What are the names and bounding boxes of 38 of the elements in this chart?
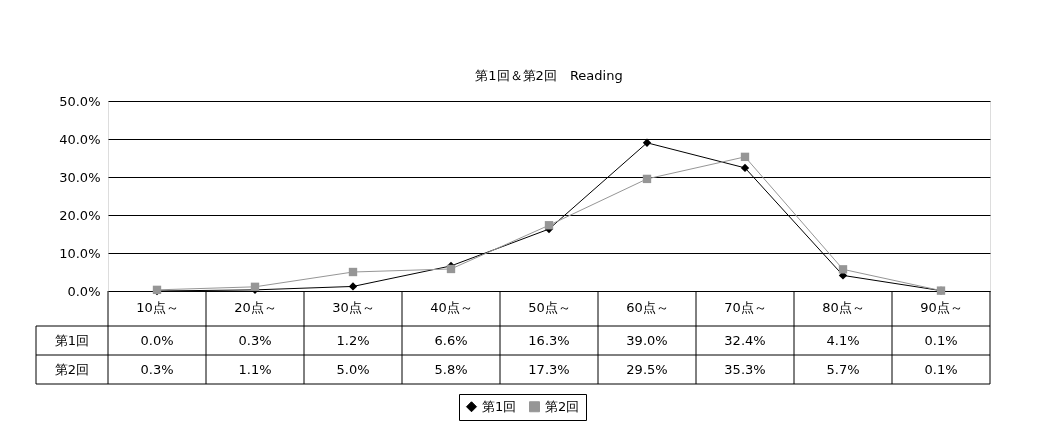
x-tick-label: 20点～ xyxy=(234,299,277,315)
y-tick-label: 20.0% xyxy=(59,207,101,223)
y-tick-label: 30.0% xyxy=(59,169,101,185)
data-label: 17.3% xyxy=(528,361,570,377)
data-label: 0.3% xyxy=(140,361,174,377)
data-label: 0.3% xyxy=(238,332,272,348)
x-tick-label: 70点～ xyxy=(724,299,767,315)
data-label: 39.0% xyxy=(626,332,668,348)
legend-label: 第1回 xyxy=(482,398,517,414)
legend-label: 第2回 xyxy=(545,398,580,414)
x-tick-label: 10点～ xyxy=(136,299,179,315)
data-label: 1.2% xyxy=(336,332,370,348)
x-tick-label: 50点～ xyxy=(528,299,571,315)
data-label: 6.6% xyxy=(434,332,468,348)
data-label: 0.0% xyxy=(140,332,174,348)
data-label: 0.1% xyxy=(924,332,958,348)
text: 第1回 xyxy=(54,332,90,348)
data-label: 16.3% xyxy=(528,332,570,348)
x-tick-label: 80点～ xyxy=(822,299,865,315)
data-label: 5.0% xyxy=(336,361,370,377)
x-tick-label: 90点～ xyxy=(920,299,963,315)
data-label: 35.3% xyxy=(724,361,766,377)
data-label: 32.4% xyxy=(724,332,766,348)
data-label: 5.8% xyxy=(434,361,468,377)
y-tick-label: 40.0% xyxy=(59,131,101,147)
data-label: 4.1% xyxy=(826,332,860,348)
y-tick-label: 0.0% xyxy=(67,283,101,299)
y-tick-label: 10.0% xyxy=(59,245,101,261)
y-tick-label: 50.0% xyxy=(59,93,101,109)
chart-title: 第1回＆第2回 Reading xyxy=(475,68,623,83)
x-tick-label: 60点～ xyxy=(626,299,669,315)
x-tick-label: 30点～ xyxy=(332,299,375,315)
text: 第2回 xyxy=(54,361,90,377)
data-label: 0.1% xyxy=(924,361,958,377)
data-label: 1.1% xyxy=(238,361,272,377)
x-tick-label: 40点～ xyxy=(430,299,473,315)
data-label: 5.7% xyxy=(826,361,860,377)
data-label: 29.5% xyxy=(626,361,668,377)
